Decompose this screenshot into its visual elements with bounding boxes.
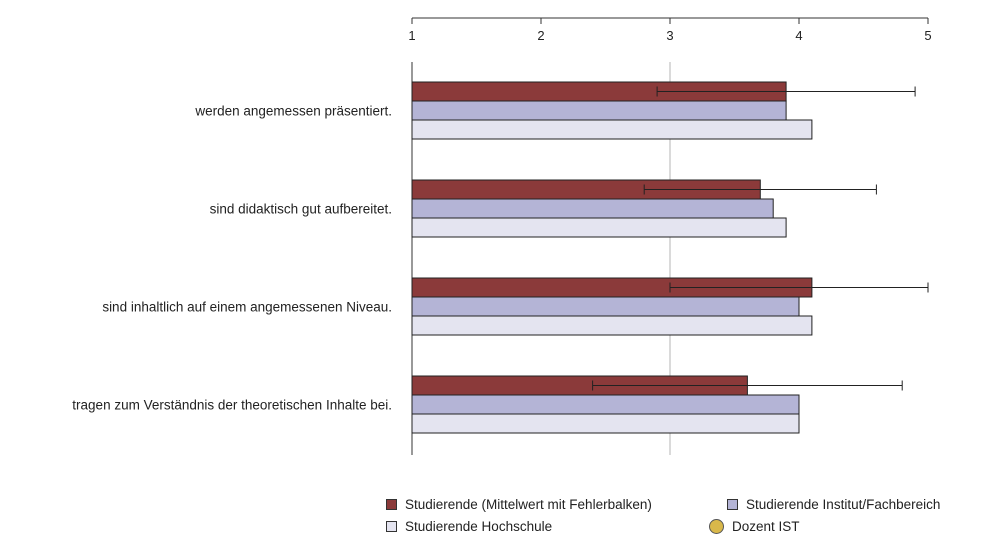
legend-swatch-institut [727,498,738,510]
legend-dot-dozent [709,518,724,534]
category-label: werden angemessen präsentiert. [194,104,392,119]
category-label: sind inhaltlich auf einem angemessenen N… [102,300,392,315]
legend-swatch-hochschule [386,520,397,532]
bar [411,315,813,336]
legend-label-dozent: Dozent IST [732,518,800,534]
legend-label-hochschule: Studierende Hochschule [405,518,553,534]
bar [411,296,800,317]
bar [411,217,787,238]
x-tick-label: 2 [537,28,544,43]
legend-label-studierende: Studierende (Mittelwert mit Fehlerbalken… [405,496,652,512]
legend-item-studierende: Studierende (Mittelwert mit Fehlerbalken… [386,497,727,512]
bar [411,394,800,415]
bar-chart: 1 2 3 4 5 werden angemessen präsentiert. sind… [72,17,932,455]
bar [411,100,787,121]
category-label: sind didaktisch gut aufbereitet. [210,202,392,217]
bar [411,119,813,140]
x-tick-label: 5 [924,28,931,43]
category-label: tragen zum Verständnis der theoretischen… [72,398,392,413]
bar [411,198,774,219]
category-labels: werden angemessen präsentiert. sind didak… [72,104,392,413]
legend-label-institut: Studierende Institut/Fachbereich [746,496,941,512]
bar [411,413,800,434]
x-tick-label: 1 [408,28,415,43]
legend-row-1: Studierende (Mittelwert mit Fehlerbalken… [386,493,982,515]
error-bars-group [592,86,929,391]
legend-item-institut: Studierende Institut/Fachbereich [727,497,940,512]
legend-item-hochschule: Studierende Hochschule [386,519,709,534]
legend-item-dozent: Dozent IST [709,518,800,534]
top-axis: 1 2 3 4 5 [408,17,932,43]
legend-swatch-studierende [386,498,397,510]
x-tick-label: 3 [666,28,673,43]
legend: Studierende (Mittelwert mit Fehlerbalken… [386,493,982,537]
bars-group [411,81,813,434]
legend-row-2: Studierende Hochschule Dozent IST [386,515,982,537]
x-tick-label: 4 [795,28,802,43]
